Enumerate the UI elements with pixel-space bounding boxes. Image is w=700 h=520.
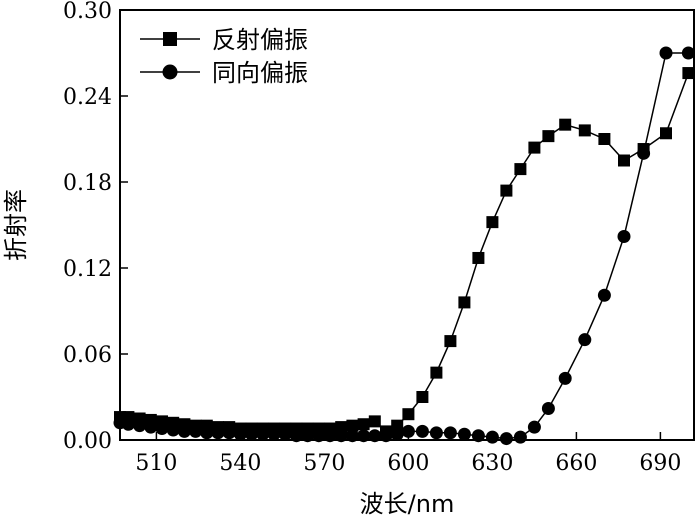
plot-frame [119,9,695,441]
legend-item-1: 同向偏振 [140,59,308,87]
data-point-circle [485,430,499,444]
x-tick-label: 690 [639,451,681,476]
y-tick-label: 0.00 [63,429,112,454]
y-tick-label: 0.30 [63,0,112,24]
data-point-circle [200,426,214,440]
data-point-circle [558,371,572,385]
data-point-square [472,251,485,264]
legend-label-0: 反射偏振 [212,26,308,54]
data-point-circle [256,427,270,441]
data-point-circle [233,427,247,441]
data-point-square [458,296,471,309]
data-point-circle [312,429,326,443]
series-layer [113,46,695,446]
data-point-circle [681,46,695,60]
data-point-circle [541,401,555,415]
data-point-square [500,184,513,197]
data-point-circle [401,424,415,438]
data-point-circle [323,429,337,443]
y-tick-label: 0.06 [63,343,112,368]
data-point-circle [278,427,292,441]
data-point-circle [390,427,404,441]
y-axis-label: 折射率 [2,189,30,261]
data-point-circle [222,426,236,440]
data-point-circle [121,417,135,431]
legend-label-1: 同向偏振 [212,59,308,87]
data-point-circle [245,427,259,441]
data-point-square [402,408,415,421]
x-tick-label: 630 [471,451,513,476]
data-point-circle [527,420,541,434]
x-tick-label: 660 [555,451,597,476]
data-point-circle [189,424,203,438]
legend-item-0: 反射偏振 [140,26,308,54]
data-point-square [682,67,695,80]
series-line-1 [119,52,689,440]
legend: 反射偏振 同向偏振 [140,26,308,87]
x-tick-label: 510 [135,451,177,476]
legend-square-marker [163,32,177,46]
data-point-circle [429,426,443,440]
series-line-0 [120,72,690,433]
data-point-circle [379,429,393,443]
data-point-square [444,335,457,348]
y-tick-label: 0.24 [63,85,112,110]
data-point-square [486,216,499,229]
data-point-square [528,141,541,154]
data-point-square [542,130,555,143]
data-point-circle [211,426,225,440]
data-point-circle [267,427,281,441]
data-point-circle [155,422,169,436]
data-point-square [660,127,672,140]
data-point-square [346,419,359,432]
data-point-circle [368,429,382,443]
x-tick-label: 600 [387,451,429,476]
data-point-square [122,411,135,424]
data-point-circle [345,429,359,443]
data-point-square [598,133,611,145]
x-axis-label: 波长/nm [360,490,455,518]
data-point-square [357,418,370,431]
y-axis-ticks: 0.00 0.06 0.12 0.18 0.24 0.30 [63,0,128,454]
data-point-square [514,163,527,176]
data-point-circle [499,432,513,446]
legend-circle-marker [162,64,178,80]
data-point-circle [597,288,611,302]
data-point-square [618,154,630,167]
data-point-circle [471,429,485,443]
y-tick-label: 0.12 [63,257,112,282]
x-tick-label: 540 [219,451,261,476]
data-point-circle [301,429,315,443]
data-point-circle [166,423,180,437]
data-point-circle [177,424,191,438]
data-point-circle [144,420,158,434]
data-point-square [578,124,591,137]
data-point-circle [659,46,673,60]
data-point-square [430,366,443,379]
data-point-square [416,391,429,403]
data-point-circle [133,419,147,433]
data-point-square [559,118,572,131]
data-point-circle [457,427,471,441]
data-point-circle [617,229,631,243]
data-point-circle [357,429,371,443]
data-point-circle [513,430,527,444]
y-tick-label: 0.18 [63,171,112,196]
data-point-circle [334,429,348,443]
data-point-circle [637,146,651,160]
data-point-circle [289,429,303,443]
data-point-circle [578,333,592,347]
data-point-circle [415,424,429,438]
data-point-square [368,415,381,428]
data-point-circle [443,426,457,440]
x-tick-label: 570 [303,451,345,476]
